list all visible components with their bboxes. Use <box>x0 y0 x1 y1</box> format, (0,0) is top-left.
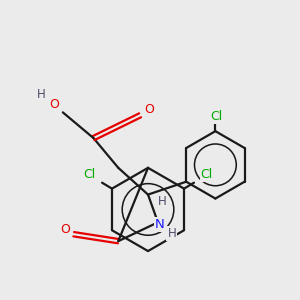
Text: N: N <box>155 218 165 231</box>
Text: O: O <box>60 223 70 236</box>
Text: H: H <box>158 195 166 208</box>
Text: Cl: Cl <box>83 168 95 181</box>
Text: O: O <box>144 103 154 116</box>
Text: O: O <box>49 98 59 111</box>
Text: Cl: Cl <box>201 168 213 181</box>
Text: Cl: Cl <box>210 110 223 123</box>
Text: H: H <box>37 88 45 101</box>
Text: H: H <box>167 227 176 240</box>
